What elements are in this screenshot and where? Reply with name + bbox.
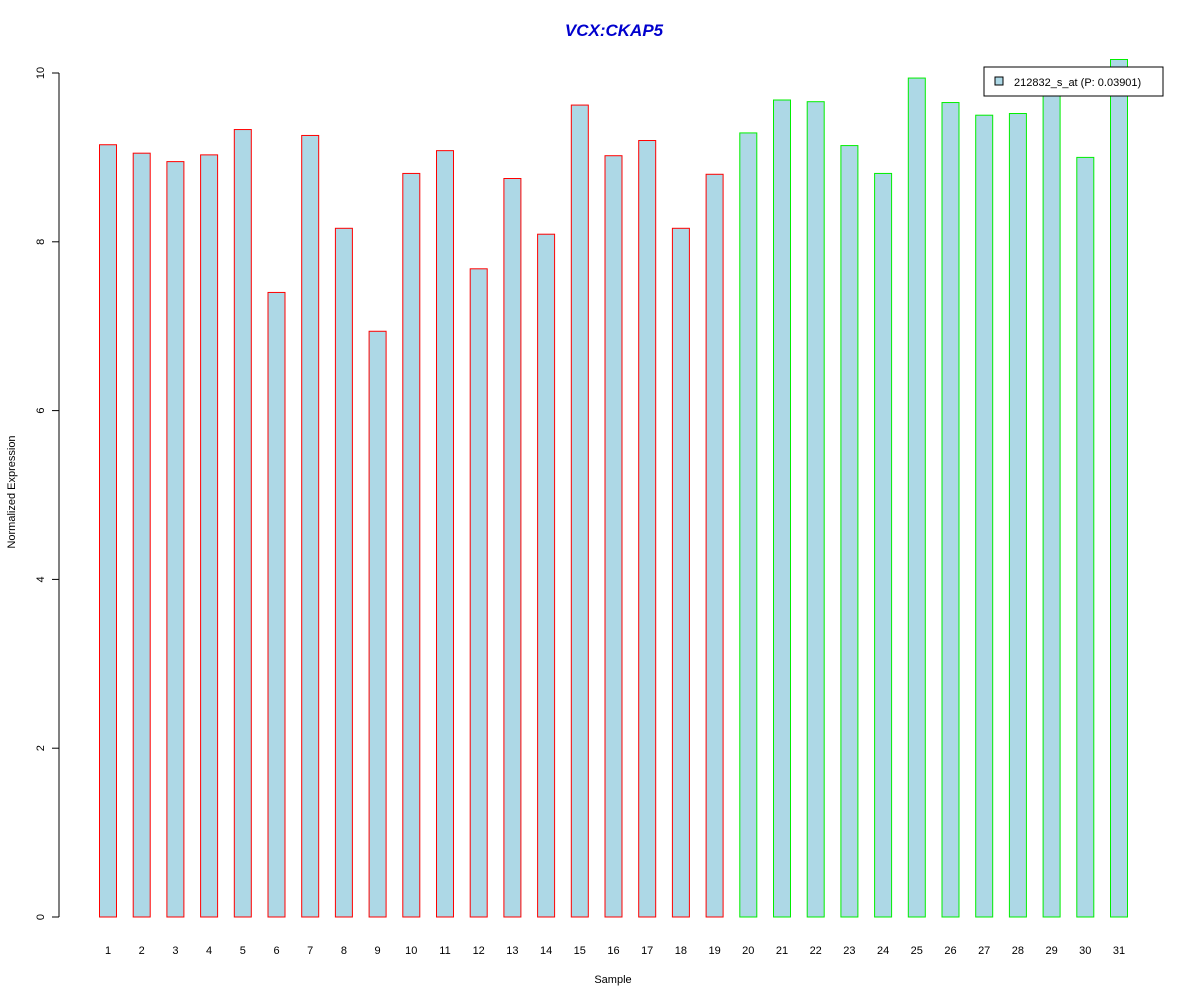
x-tick-label: 18	[675, 945, 687, 957]
bar	[570, 104, 589, 918]
x-tick-label: 6	[273, 945, 279, 957]
x-tick-label: 17	[641, 945, 653, 957]
x-tick-label: 23	[843, 945, 855, 957]
x-tick-label: 16	[607, 945, 619, 957]
legend-entry: 212832_s_at (P: 0.03901)	[1014, 77, 1141, 89]
bar	[334, 227, 353, 918]
x-tick-label: 15	[574, 945, 586, 957]
bar	[1076, 156, 1095, 918]
bar	[469, 268, 488, 918]
y-axis-label: Normalized Expression	[6, 435, 18, 548]
bar	[739, 132, 758, 918]
bar	[604, 155, 623, 918]
bars	[99, 58, 1128, 918]
x-tick-label: 30	[1079, 945, 1091, 957]
bar	[671, 227, 690, 918]
bar	[1110, 58, 1128, 918]
x-tick-label: 28	[1012, 945, 1024, 957]
y-tick-label: 6	[35, 408, 47, 414]
y-tick-label: 4	[35, 576, 47, 582]
bar	[1042, 89, 1061, 918]
x-tick-label: 8	[341, 945, 347, 957]
x-tick-label: 11	[439, 945, 450, 957]
bar	[301, 134, 320, 918]
legend-swatch	[994, 76, 1004, 86]
bar	[705, 173, 724, 918]
bar	[773, 99, 791, 918]
bar	[1008, 113, 1027, 918]
x-axis-tick-labels: 1 2 3 4 5 6 7 8 9 10 11 12 13 14 15 16 17 18 19 20 21 22 23 24 2…	[105, 945, 1125, 957]
x-tick-label: 2	[139, 945, 145, 957]
legend: 212832_s_at (P: 0.03901)	[983, 66, 1164, 97]
x-tick-label: 4	[206, 945, 212, 957]
bar	[941, 102, 960, 918]
bar	[132, 152, 151, 918]
bar	[907, 77, 926, 918]
x-tick-label: 1	[105, 945, 111, 957]
x-tick-label: 19	[708, 945, 720, 957]
x-tick-label: 5	[240, 945, 246, 957]
x-tick-label: 14	[540, 945, 552, 957]
bar	[233, 129, 252, 918]
x-tick-label: 20	[742, 945, 754, 957]
bar	[840, 145, 859, 918]
x-tick-label: 10	[405, 945, 417, 957]
bar	[99, 144, 117, 918]
x-tick-label: 9	[375, 945, 381, 957]
y-tick-label: 8	[35, 239, 47, 245]
bar	[436, 150, 454, 918]
bar	[402, 172, 421, 918]
bar	[166, 161, 185, 918]
y-tick-label: 2	[35, 745, 47, 751]
x-tick-label: 26	[944, 945, 956, 957]
chart-title: VCX:CKAP5	[565, 21, 664, 40]
bar	[368, 330, 387, 918]
bar	[200, 154, 219, 918]
x-tick-label: 12	[473, 945, 485, 957]
y-axis: 0 2 4 6 8 10	[35, 67, 60, 920]
bar	[975, 114, 994, 918]
x-tick-label: 27	[978, 945, 990, 957]
bar	[267, 291, 286, 918]
x-tick-label: 24	[877, 945, 889, 957]
bar	[638, 140, 657, 918]
x-tick-label: 13	[506, 945, 518, 957]
x-tick-label: 31	[1113, 945, 1125, 957]
x-tick-label: 29	[1045, 945, 1057, 957]
x-axis-label: Sample	[594, 974, 631, 986]
x-tick-label: 7	[307, 945, 313, 957]
x-tick-label: 25	[911, 945, 923, 957]
x-tick-label: 21	[776, 945, 788, 957]
x-tick-label: 3	[172, 945, 178, 957]
bar	[806, 101, 825, 918]
x-tick-label: 22	[810, 945, 822, 957]
y-tick-label: 0	[35, 914, 47, 920]
legend-box	[983, 66, 1164, 97]
y-tick-label: 10	[35, 67, 47, 79]
bar	[503, 178, 522, 918]
bar	[537, 233, 556, 918]
bar	[874, 172, 893, 918]
